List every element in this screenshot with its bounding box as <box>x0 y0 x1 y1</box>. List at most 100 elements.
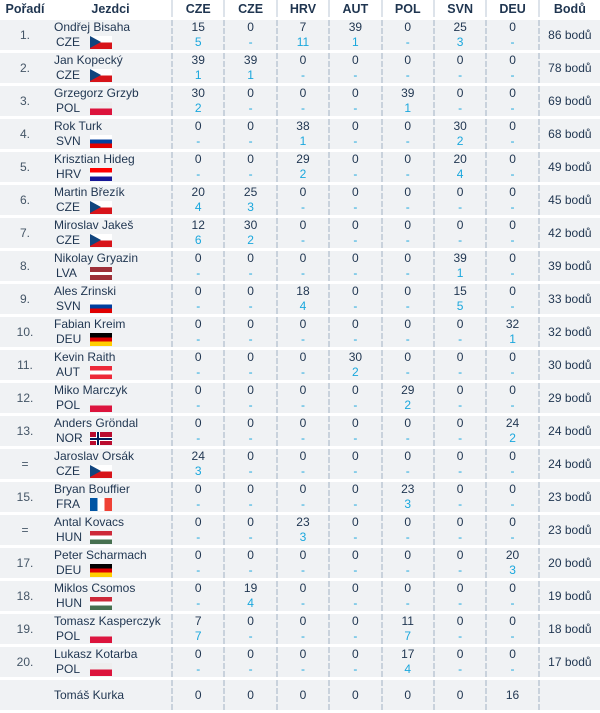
event-cell: 39 1 <box>432 251 486 281</box>
event-cell: 12 6 <box>171 218 224 248</box>
event-place: - <box>248 464 253 478</box>
event-points: 0 <box>404 317 412 331</box>
event-points: 0 <box>509 350 516 364</box>
event-place: - <box>405 596 410 610</box>
event-cell: 0- <box>380 284 433 314</box>
event-place: - <box>196 266 201 280</box>
event-place: - <box>196 497 201 511</box>
event-cell: 0- <box>171 152 224 182</box>
event-cell: 0- <box>380 548 433 578</box>
table-row: 11. Kevin Raith AUT 0-0-0-30 2 0-0-0-30 bodů <box>0 350 600 380</box>
event-cell: 0- <box>485 449 538 479</box>
table-row: 18. Miklos Csomos HUN 0-19 4 0-0-0-0-0-19 bod… <box>0 581 600 611</box>
event-cell: 0- <box>328 548 381 578</box>
rider-cell: Tomasz Kasperczyk POL <box>50 614 171 644</box>
event-cell: 0- <box>328 119 381 149</box>
event-cell: 0- <box>328 383 381 413</box>
event-place: - <box>405 35 410 49</box>
rank-cell: 15. <box>0 482 50 512</box>
rank-cell: 1. <box>0 20 50 50</box>
event-cell: 0- <box>380 20 433 50</box>
table-row: 13. Anders Gröndal NOR 0-0-0-0-0-0-24 2 24 bo… <box>0 416 600 446</box>
event-points: 0 <box>509 614 516 628</box>
event-cell: 0- <box>380 53 433 83</box>
total-points: 78 bodů <box>537 53 600 83</box>
event-cell: 23 3 <box>275 515 329 545</box>
event-cell: 0- <box>275 614 329 644</box>
event-place: - <box>510 629 515 643</box>
country-code: AUT <box>56 365 80 379</box>
event-points: 0 <box>509 581 516 595</box>
table-row: 17. Peter Scharmach DEU 0-0-0-0-0-0-20 3 20 b… <box>0 548 600 578</box>
event-points: 19 <box>243 581 258 595</box>
header-event: CZE <box>223 0 276 17</box>
event-place: - <box>510 596 515 610</box>
event-place: 7 <box>404 629 412 643</box>
event-cell: 39 1 <box>171 53 224 83</box>
event-cell: 0- <box>485 185 538 215</box>
event-cell: 0- <box>223 449 276 479</box>
table-row: 6. Martin Březík CZE 20 4 25 3 0-0-0-0-0-45 bod… <box>0 185 600 215</box>
event-cell: 16 <box>485 680 538 710</box>
event-cell: 0 <box>328 680 381 710</box>
event-place: - <box>196 398 201 412</box>
event-place: 2 <box>352 365 359 379</box>
event-cell: 30 2 <box>328 350 381 380</box>
header-rider: Jezdci <box>50 0 171 17</box>
event-points: 0 <box>247 449 254 463</box>
event-points: 0 <box>299 185 307 199</box>
event-place: 1 <box>194 68 202 82</box>
event-cell: 0- <box>171 548 224 578</box>
table-row: = Jaroslav Orsák CZE 24 3 0-0-0-0-0-0-24 bodů <box>0 449 600 479</box>
event-points: 0 <box>247 251 254 265</box>
total-points: 69 bodů <box>537 86 600 116</box>
event-points: 0 <box>404 449 412 463</box>
event-cell: 19 4 <box>223 581 276 611</box>
event-place: - <box>248 101 253 115</box>
event-place: - <box>300 233 305 247</box>
event-cell: 0- <box>223 350 276 380</box>
country-code: LVA <box>56 266 77 280</box>
rider-country: POL <box>54 398 171 413</box>
event-place: - <box>248 134 253 148</box>
flag-icon-pol <box>90 663 112 676</box>
event-points: 0 <box>509 218 516 232</box>
event-points: 30 <box>191 86 205 100</box>
rank-cell: = <box>0 449 50 479</box>
event-place: - <box>248 299 253 313</box>
event-place: 2 <box>194 101 202 115</box>
rider-country: CZE <box>54 200 171 215</box>
country-code: POL <box>56 398 81 412</box>
event-place: - <box>510 365 515 379</box>
event-place: - <box>458 497 463 511</box>
event-place: - <box>405 68 410 82</box>
event-cell: 25 3 <box>223 185 276 215</box>
event-points: 15 <box>453 284 467 298</box>
event-place: - <box>300 662 305 676</box>
event-points: 0 <box>456 416 464 430</box>
event-points: 24 <box>191 449 205 463</box>
event-place: - <box>196 431 201 445</box>
event-cell: 0- <box>275 251 329 281</box>
event-points: 24 <box>505 416 520 430</box>
event-points: 15 <box>191 20 205 34</box>
rider-cell: Nikolay Gryazin LVA <box>50 251 171 281</box>
event-cell: 0- <box>380 185 433 215</box>
event-points: 0 <box>509 20 516 34</box>
rider-name: Krisztian Hideg <box>54 152 135 166</box>
event-points: 0 <box>404 251 412 265</box>
event-place: - <box>248 35 253 49</box>
rider-name: Fabian Kreim <box>54 317 126 331</box>
event-place: 4 <box>456 167 464 181</box>
event-points: 0 <box>299 581 307 595</box>
event-points: 0 <box>247 119 254 133</box>
table-row: 1. Ondřej Bisaha CZE 15 5 0-7 11 39 1 0-25 3 0-86 b… <box>0 20 600 50</box>
event-points: 20 <box>505 548 520 562</box>
event-place: - <box>405 431 410 445</box>
event-points: 39 <box>348 20 363 34</box>
rank-cell <box>0 680 50 710</box>
event-points: 0 <box>194 152 202 166</box>
event-points: 0 <box>352 383 359 397</box>
event-cell: 0- <box>223 383 276 413</box>
